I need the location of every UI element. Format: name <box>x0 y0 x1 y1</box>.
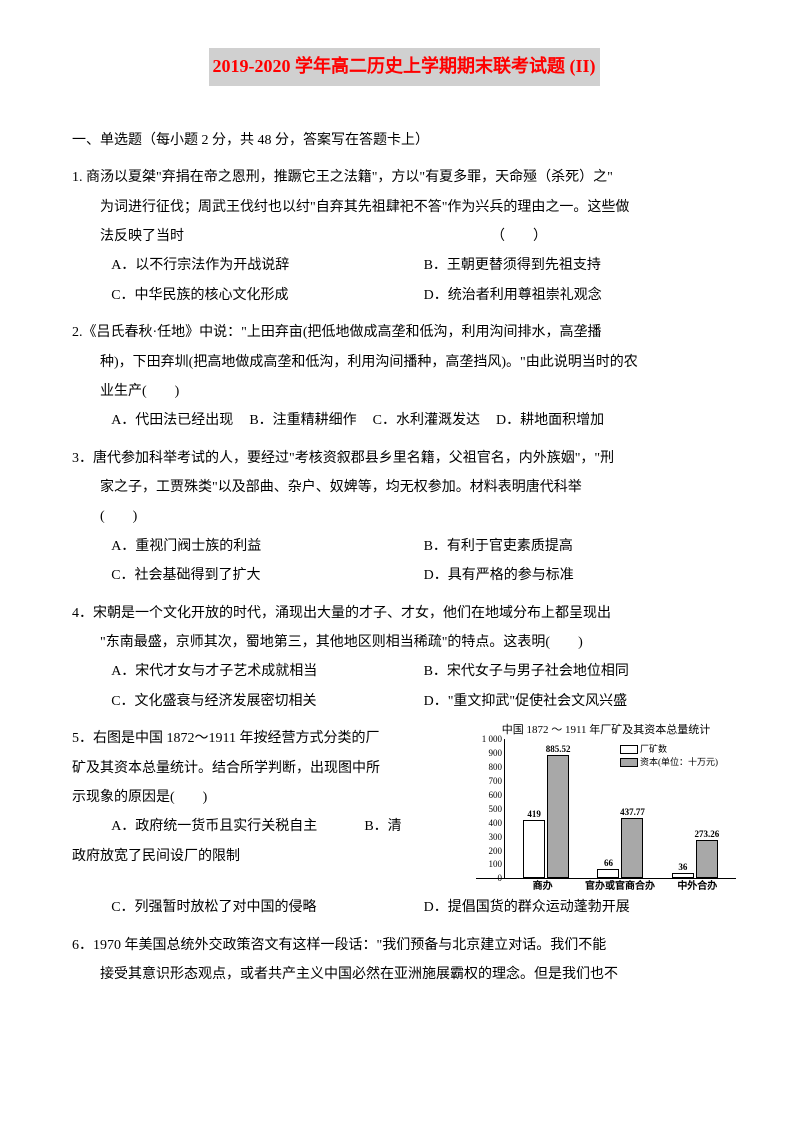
q1-answer-paren: （ ） <box>491 229 547 244</box>
question-4: 4．宋朝是一个文化开放的时代，涌现出大量的才子、才女，他们在地域分布上都呈现出 … <box>72 599 736 717</box>
label-437: 437.77 <box>620 807 645 818</box>
question-5: 5．右图是中国 1872～1911 年按经营方式分类的厂 矿及其资本总量统计。结… <box>72 724 736 923</box>
q2-text-line1: 2.《吕氏春秋·任地》中说："上田弃亩(把低地做成高垄和低沟，利用沟间排水，高垄… <box>72 318 736 347</box>
q1-text-line3: 法反映了当时 （ ） <box>72 222 736 251</box>
bar-guanban-factories: 66 <box>597 869 619 878</box>
q4-option-a: A．宋代才女与才子艺术成就相当 <box>111 657 423 686</box>
section-1-header: 一、单选题（每小题 2 分，共 48 分，答案写在答题卡上） <box>72 126 736 155</box>
q2-option-a: A．代田法已经出现 <box>111 406 233 435</box>
q5-line1: 5．右图是中国 1872～1911 年按经营方式分类的厂 <box>72 724 468 753</box>
q2-text-line2: 种)，下田弃圳(把高地做成高垄和低沟，利用沟间播种，高垄挡风)。"由此说明当时的… <box>72 348 736 377</box>
xlabel-3: 中外合办 <box>659 881 736 893</box>
q5-text-block: 5．右图是中国 1872～1911 年按经营方式分类的厂 矿及其资本总量统计。结… <box>72 724 468 871</box>
question-1: 1. 商汤以夏桀"弃捐在帝之恩刑，推蹶它王之法籍"，方以"有夏多罪，天命殛（杀死… <box>72 163 736 310</box>
chart-title: 中国 1872 ～ 1911 年厂矿及其资本总量统计 <box>476 724 736 737</box>
label-885: 885.52 <box>546 744 571 755</box>
q6-line2: 接受其意识形态观点，或者共产主义中国必然在亚洲施展霸权的理念。但是我们也不 <box>72 960 736 989</box>
bar-shangban-capital: 885.52 <box>547 755 569 878</box>
y-axis: 1 000 900 800 700 600 500 400 300 200 10… <box>476 739 504 878</box>
q2-option-d: D．耕地面积增加 <box>496 406 604 435</box>
q5-option-c: C．列强暂时放松了对中国的侵略 <box>111 893 423 922</box>
q2-text-line3: 业生产( ) <box>72 377 736 406</box>
q4-options: A．宋代才女与才子艺术成就相当 B．宋代女子与男子社会地位相同 C．文化盛衰与经… <box>72 657 736 716</box>
xlabel-2: 官办或官商合办 <box>581 881 658 893</box>
q5-options-row2: C．列强暂时放松了对中国的侵略 D．提倡国货的群众运动蓬勃开展 <box>72 893 736 922</box>
bar-group-2: 66 437.77 <box>597 739 643 878</box>
q5-option-a: A．政府统一货币且实行关税自主 <box>111 819 317 834</box>
q1-option-a: A．以不行宗法作为开战说辞 <box>111 251 423 280</box>
q3-option-a: A．重视门阀士族的利益 <box>111 532 423 561</box>
q5-option-b-part2: 政府放宽了民间设厂的限制 <box>72 842 468 871</box>
q3-option-d: D．具有严格的参与标准 <box>424 561 736 590</box>
q5-options-row1: A．政府统一货币且实行关税自主 B．清 <box>72 812 468 841</box>
q3-options: A．重视门阀士族的利益 B．有利于官吏素质提高 C．社会基础得到了扩大 D．具有… <box>72 532 736 591</box>
q1-option-d: D．统治者利用尊祖崇礼观念 <box>424 281 736 310</box>
q3-option-c: C．社会基础得到了扩大 <box>111 561 423 590</box>
bar-zhongwai-capital: 273.26 <box>696 840 718 878</box>
q3-text-line2: 家之子，工贾殊类"以及部曲、杂户、奴婢等，均无权参加。材料表明唐代科举 <box>72 473 736 502</box>
q2-option-c: C．水利灌溉发达 <box>373 406 480 435</box>
q5-line2: 矿及其资本总量统计。结合所学判断，出现图中所 <box>72 754 468 783</box>
q5-line3: 示现象的原因是( ) <box>72 783 468 812</box>
label-36: 36 <box>678 862 687 873</box>
q4-text-line2: "东南最盛，京师其次，蜀地第三，其他地区则相当稀疏"的特点。这表明( ) <box>72 628 736 657</box>
bar-chart: 中国 1872 ～ 1911 年厂矿及其资本总量统计 1 000 900 800… <box>476 724 736 893</box>
q5-option-d: D．提倡国货的群众运动蓬勃开展 <box>424 893 736 922</box>
q3-text-line1: 3．唐代参加科举考试的人，要经过"考核资叙郡县乡里名籍，父祖官名，内外族姻"，"… <box>72 444 736 473</box>
q1-stem-end: 法反映了当时 <box>100 229 184 244</box>
label-66: 66 <box>604 858 613 869</box>
bar-guanban-capital: 437.77 <box>621 818 643 879</box>
q4-option-b: B．宋代女子与男子社会地位相同 <box>424 657 736 686</box>
q2-option-b: B．注重精耕细作 <box>249 406 356 435</box>
title-container: 2019-2020 学年高二历史上学期期末联考试题 (II) <box>72 48 736 110</box>
plot-area: 厂矿数 资本(单位：十万元) 419 885.52 <box>504 739 736 878</box>
q5-option-b-part1: B．清 <box>364 819 401 834</box>
q4-option-c: C．文化盛衰与经济发展密切相关 <box>111 687 423 716</box>
label-273: 273.26 <box>694 829 719 840</box>
bar-shangban-factories: 419 <box>523 820 545 878</box>
q1-option-c: C．中华民族的核心文化形成 <box>111 281 423 310</box>
x-axis-labels: 商办 官办或官商合办 中外合办 <box>476 881 736 893</box>
q3-text-line3: ( ) <box>72 502 736 531</box>
q1-text-line2: 为词进行征伐；周武王伐纣也以纣"自弃其先祖肆祀不答"作为兴兵的理由之一。这些做 <box>72 193 736 222</box>
question-6: 6．1970 年美国总统外交政策咨文有这样一段话："我们预备与北京建立对话。我们… <box>72 931 736 990</box>
q3-option-b: B．有利于官吏素质提高 <box>424 532 736 561</box>
q1-option-b: B．王朝更替须得到先祖支持 <box>424 251 736 280</box>
q1-text-line1: 1. 商汤以夏桀"弃捐在帝之恩刑，推蹶它王之法籍"，方以"有夏多罪，天命殛（杀死… <box>72 163 736 192</box>
legend-label-1: 厂矿数 <box>640 743 667 756</box>
bar-zhongwai-factories: 36 <box>672 873 694 878</box>
q4-text-line1: 4．宋朝是一个文化开放的时代，涌现出大量的才子、才女，他们在地域分布上都呈现出 <box>72 599 736 628</box>
q1-options: A．以不行宗法作为开战说辞 B．王朝更替须得到先祖支持 C．中华民族的核心文化形… <box>72 251 736 310</box>
question-2: 2.《吕氏春秋·任地》中说："上田弃亩(把低地做成高垄和低沟，利用沟间排水，高垄… <box>72 318 736 436</box>
q6-line1: 6．1970 年美国总统外交政策咨文有这样一段话："我们预备与北京建立对话。我们… <box>72 931 736 960</box>
bar-group-1: 419 885.52 <box>523 739 569 878</box>
bar-group-3: 36 273.26 <box>672 739 718 878</box>
q2-options: A．代田法已经出现 B．注重精耕细作 C．水利灌溉发达 D．耕地面积增加 <box>72 406 736 435</box>
exam-title: 2019-2020 学年高二历史上学期期末联考试题 (II) <box>209 48 600 86</box>
q4-option-d: D．"重文抑武"促使社会文风兴盛 <box>424 687 736 716</box>
xlabel-1: 商办 <box>504 881 581 893</box>
question-3: 3．唐代参加科举考试的人，要经过"考核资叙郡县乡里名籍，父祖官名，内外族姻"，"… <box>72 444 736 591</box>
label-419: 419 <box>527 809 541 820</box>
